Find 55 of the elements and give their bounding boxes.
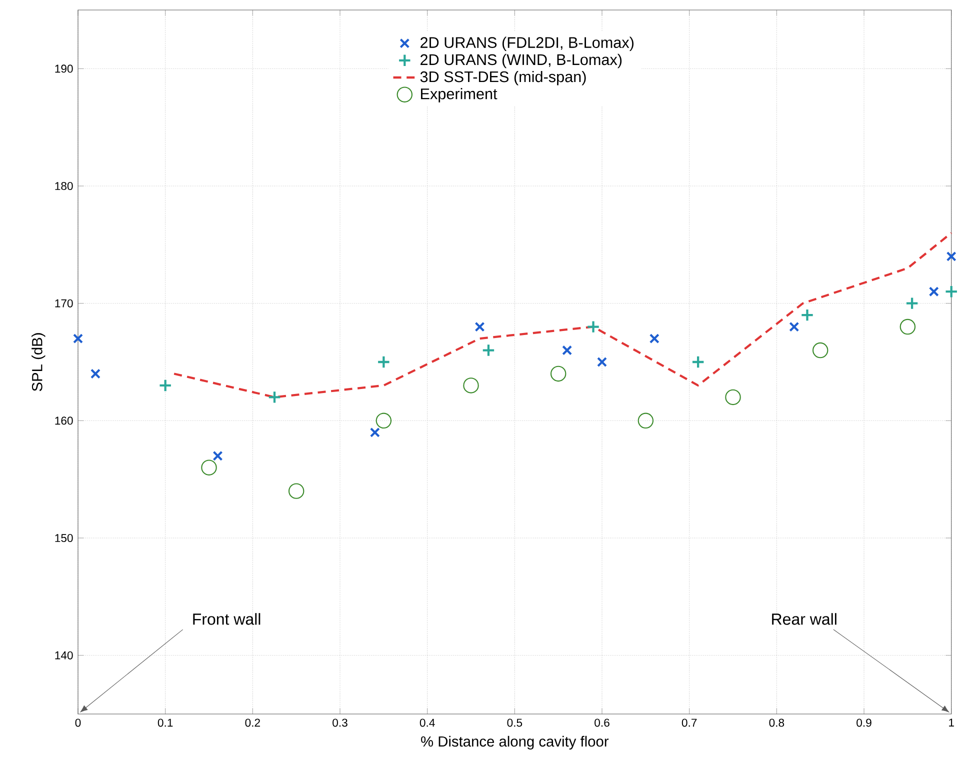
point: [550, 366, 566, 382]
point: [944, 284, 958, 298]
x-axis-title: % Distance along cavity floor: [421, 736, 609, 750]
point: [72, 334, 84, 344]
x-tick-label: 0.9: [856, 718, 872, 727]
y-tick-label: 180: [55, 182, 73, 190]
point: [596, 356, 608, 368]
point: [268, 390, 282, 404]
annotation: Front wall: [193, 613, 260, 625]
point: [212, 450, 223, 461]
point: [586, 320, 600, 334]
point: [201, 460, 217, 476]
point: [946, 251, 956, 262]
point: [562, 345, 572, 356]
line-series: [173, 232, 952, 398]
x-tick-label: 0.7: [682, 718, 697, 727]
point: [649, 334, 660, 344]
x-tick-label: 0.3: [332, 718, 348, 727]
x-tick-label: 1: [949, 718, 954, 727]
x-tick-label: 0.2: [245, 718, 260, 727]
x-tick-label: 0.4: [420, 718, 435, 727]
legend-label: 2D URANS (FDL2DI, B-Lomax): [420, 36, 634, 52]
legend-label: Experiment: [421, 88, 498, 102]
point: [812, 342, 828, 358]
y-tick-label: 160: [55, 416, 73, 425]
point: [725, 389, 741, 406]
point: [377, 355, 390, 369]
point: [474, 322, 485, 332]
point: [900, 318, 916, 335]
point: [789, 322, 800, 332]
x-tick-label: 0: [75, 718, 81, 727]
point: [482, 344, 496, 357]
point: [90, 368, 100, 379]
y-tick-label: 190: [55, 64, 73, 73]
point: [905, 296, 919, 310]
point: [691, 355, 705, 369]
point: [928, 286, 939, 297]
point: [288, 483, 304, 499]
x-tick-label: 0.5: [507, 718, 522, 727]
annotation: Rear wall: [772, 613, 836, 625]
legend-label: 2D URANS (WIND, B-Lomax): [420, 54, 622, 68]
y-tick-label: 170: [55, 299, 73, 308]
point: [158, 378, 172, 392]
x-tick-label: 0.1: [158, 718, 173, 727]
x-tick-label: 0.6: [594, 718, 610, 727]
point: [638, 412, 654, 429]
y-tick-label: 150: [55, 534, 73, 542]
point: [370, 427, 380, 438]
point: [800, 308, 814, 322]
point: [376, 412, 392, 429]
y-tick-label: 140: [55, 651, 73, 660]
x-tick-label: 0.8: [769, 718, 784, 727]
point: [463, 378, 479, 394]
y-axis-title: SPL (dB): [32, 333, 46, 392]
legend-label: 3D SST-DES (mid-span): [420, 70, 586, 86]
